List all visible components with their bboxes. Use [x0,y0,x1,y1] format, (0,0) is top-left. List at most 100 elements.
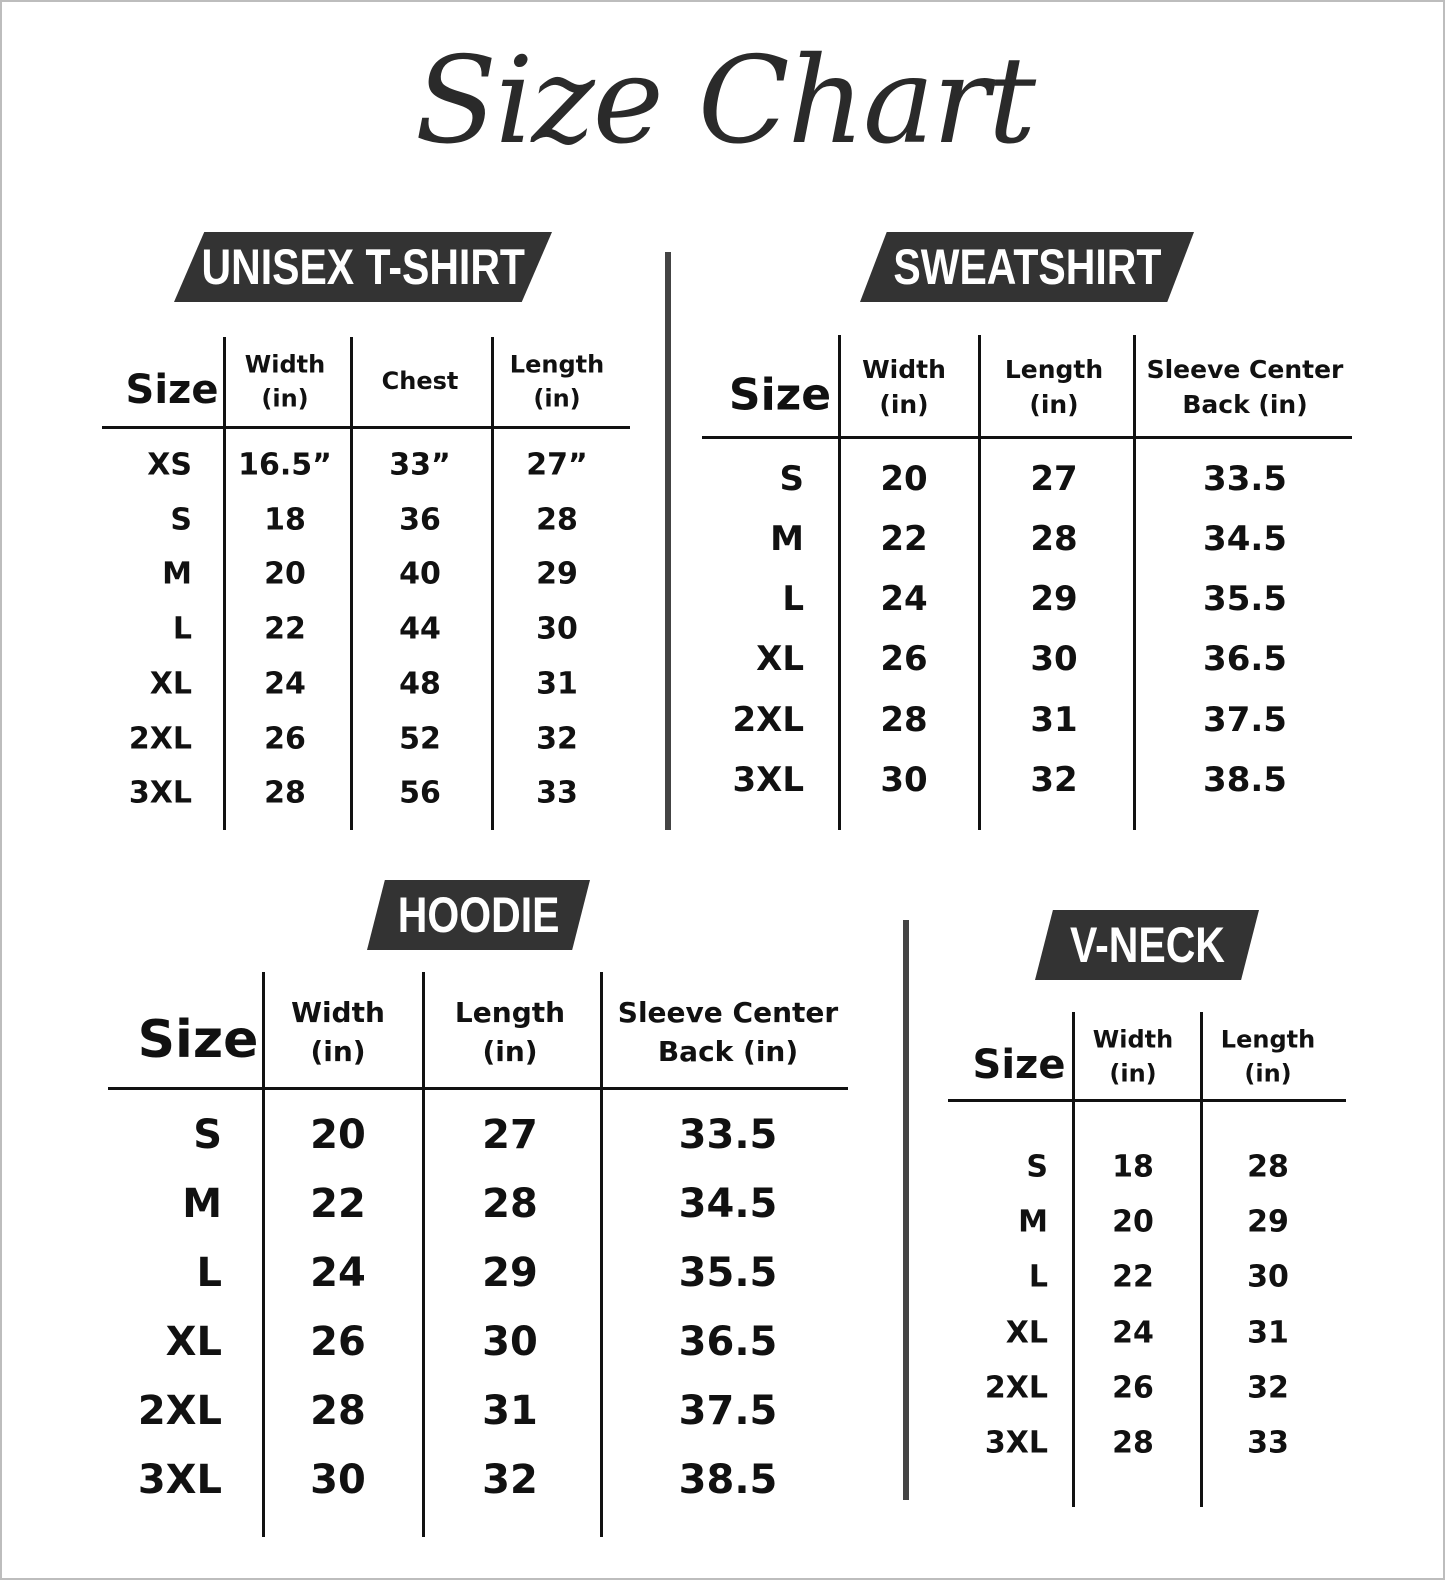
column-header: Length (in) [454,995,566,1068]
banner-label: V-NECK [1069,917,1225,973]
value-cell: 28 [536,502,578,538]
size-cell: 3XL [984,1425,1048,1461]
column-header-size: Size [137,1010,259,1070]
column-header-size: Size [728,369,832,421]
value-cell: 33” [389,447,451,483]
value-cell: 33.5 [678,1112,778,1158]
value-cell: 22 [264,611,306,647]
value-cell: 27” [526,447,588,483]
value-cell: 22 [880,519,928,559]
value-cell: 20 [310,1112,366,1158]
section-divider [665,252,671,830]
value-cell: 16.5” [238,447,332,483]
value-cell: 30 [310,1457,366,1503]
value-cell: 30 [880,760,928,800]
value-cell: 26 [880,639,928,679]
banner-label: HOODIE [397,887,560,943]
value-cell: 33 [1247,1425,1289,1461]
value-cell: 27 [482,1112,538,1158]
value-cell: 18 [264,502,306,538]
value-cell: 29 [1030,579,1078,619]
column-header: Length (in) [1220,1025,1316,1087]
size-cell: M [1018,1204,1048,1240]
size-cell: S [170,502,192,538]
value-cell: 22 [1112,1259,1154,1295]
value-cell: 36 [399,502,441,538]
size-cell: XL [165,1319,222,1365]
column-header: Length (in) [1004,355,1104,419]
value-cell: 52 [399,721,441,757]
header-rule [102,426,630,429]
size-cell: L [782,579,804,619]
size-cell: 3XL [732,760,804,800]
value-cell: 30 [1247,1259,1289,1295]
value-cell: 28 [880,700,928,740]
size-cell: S [779,459,805,499]
value-cell: 31 [536,666,578,702]
value-cell: 28 [482,1181,538,1227]
header-rule [702,436,1352,439]
header-rule [108,1087,848,1090]
value-cell: 33 [536,775,578,811]
column-divider [1133,335,1136,830]
value-cell: 29 [482,1250,538,1296]
value-cell: 31 [1247,1315,1289,1351]
size-cell: XL [756,639,804,679]
v-neck-banner: V-NECK [1035,910,1259,980]
size-cell: XS [147,447,192,483]
column-header: Width (in) [862,355,946,419]
banner-label: SWEATSHIRT [892,239,1162,295]
size-cell: 2XL [128,721,192,757]
value-cell: 28 [310,1388,366,1434]
value-cell: 35.5 [1203,579,1287,619]
value-cell: 37.5 [1203,700,1287,740]
column-divider [350,337,353,830]
value-cell: 20 [264,556,306,592]
column-divider [422,972,425,1537]
size-cell: L [1028,1259,1048,1295]
column-header: Sleeve Center Back (in) [1146,355,1344,419]
column-header-size: Size [125,367,219,413]
column-divider [838,335,841,830]
value-cell: 56 [399,775,441,811]
column-divider [1200,1012,1203,1507]
column-header: Width (in) [244,350,326,412]
value-cell: 38.5 [678,1457,778,1503]
value-cell: 35.5 [678,1250,778,1296]
size-cell: 3XL [128,775,192,811]
size-cell: M [770,519,804,559]
column-divider [1072,1012,1075,1507]
value-cell: 29 [536,556,578,592]
value-cell: 30 [536,611,578,647]
column-divider [491,337,494,830]
value-cell: 34.5 [1203,519,1287,559]
size-cell: L [196,1250,223,1296]
value-cell: 27 [1030,459,1078,499]
column-header-size: Size [972,1042,1066,1088]
header-rule [948,1099,1346,1102]
sweatshirt-banner: SWEATSHIRT [860,232,1194,302]
column-header: Width (in) [1092,1025,1174,1087]
size-cell: XL [1005,1315,1048,1351]
value-cell: 48 [399,666,441,702]
hoodie-banner: HOODIE [367,880,590,950]
column-divider [600,972,603,1537]
value-cell: 32 [536,721,578,757]
section-divider [903,920,909,1500]
value-cell: 31 [1030,700,1078,740]
page-title: Size Chart [414,32,1036,171]
value-cell: 34.5 [678,1181,778,1227]
value-cell: 38.5 [1203,760,1287,800]
value-cell: 20 [1112,1204,1154,1240]
size-cell: 2XL [137,1388,222,1434]
value-cell: 37.5 [678,1388,778,1434]
value-cell: 29 [1247,1204,1289,1240]
value-cell: 26 [310,1319,366,1365]
size-cell: XL [149,666,192,702]
size-cell: 3XL [137,1457,222,1503]
value-cell: 24 [264,666,306,702]
size-cell: M [182,1181,222,1227]
value-cell: 32 [1247,1370,1289,1406]
unisex-t-shirt-banner: UNISEX T-SHIRT [174,232,552,302]
